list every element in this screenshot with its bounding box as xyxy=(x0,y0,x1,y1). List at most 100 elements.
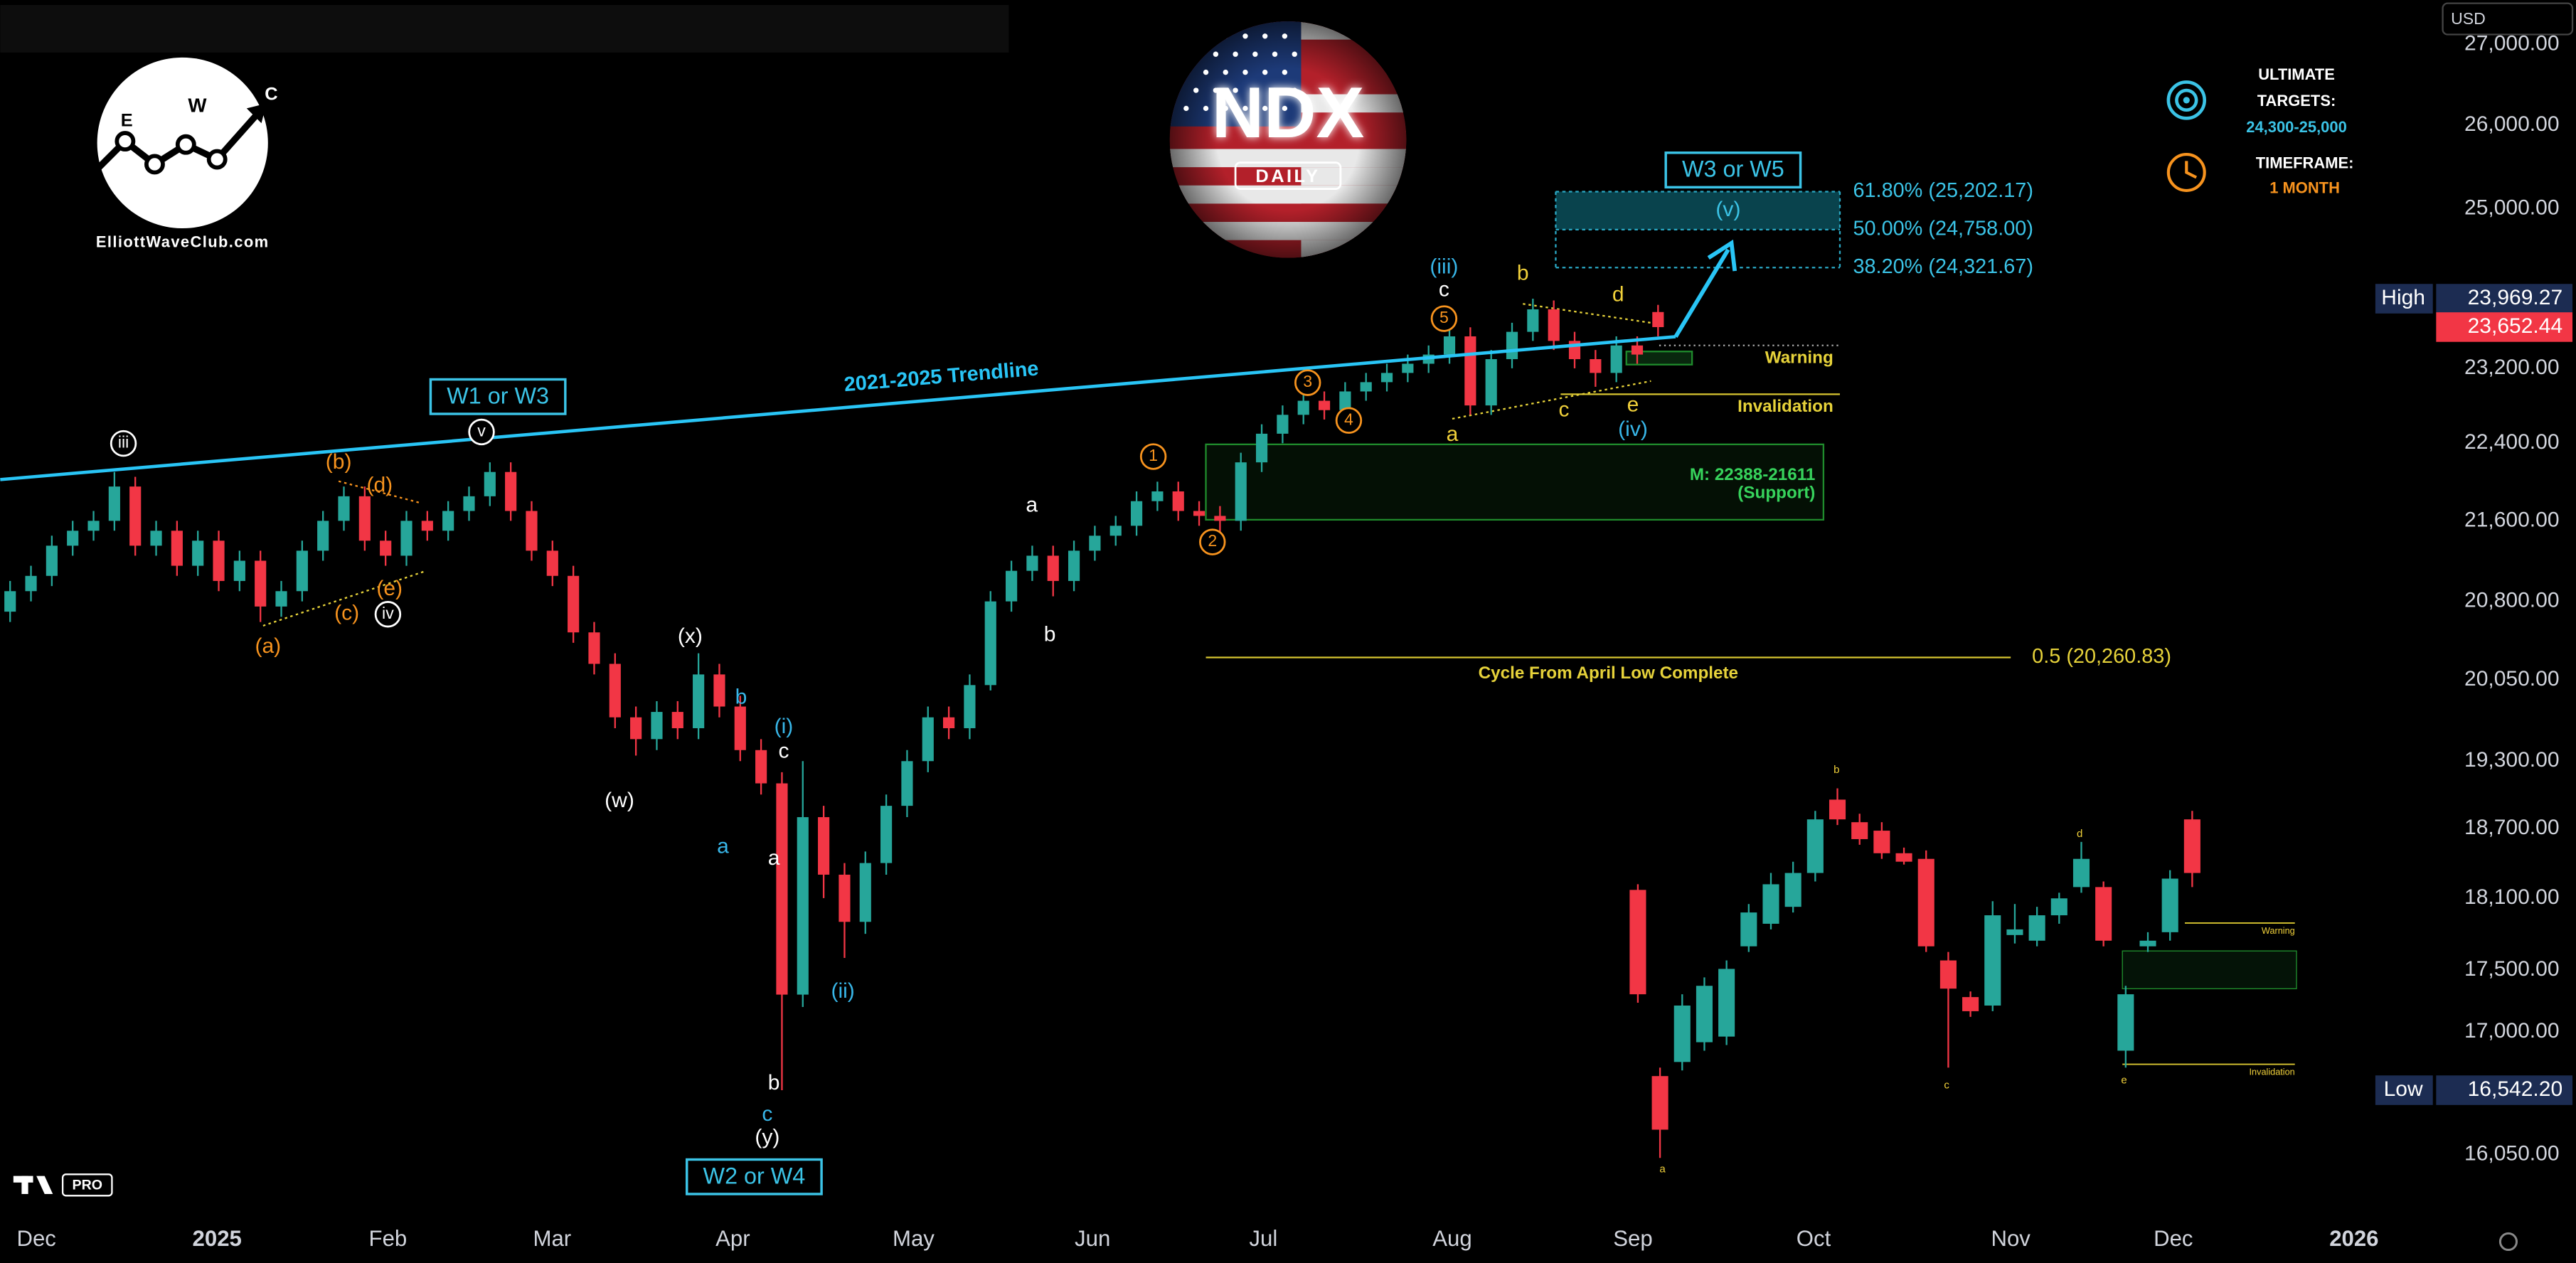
wave-label: iv xyxy=(382,604,394,622)
candle-body xyxy=(526,511,538,551)
candle-body xyxy=(1277,415,1289,434)
fib-label: 61.80% (25,202.17) xyxy=(1853,179,2033,202)
candle-body xyxy=(776,783,788,995)
wave-label: d xyxy=(1612,283,1624,307)
currency[interactable]: USD xyxy=(2451,9,2486,28)
candle-body xyxy=(275,591,287,607)
candle-body xyxy=(1297,400,1309,415)
settings-icon[interactable] xyxy=(2498,1232,2518,1252)
candle-body xyxy=(1762,884,1779,924)
candle-body xyxy=(1652,311,1664,327)
logo-arrow xyxy=(246,103,267,124)
wave-label: (x) xyxy=(678,624,703,648)
candle-body xyxy=(46,545,58,576)
flag-star xyxy=(1262,69,1268,75)
x-tick-label: Dec xyxy=(16,1226,55,1251)
pro-frame xyxy=(61,1173,113,1197)
wave-label: 5 xyxy=(1439,308,1449,326)
x-tick-label: 2026 xyxy=(2329,1226,2378,1251)
x-tick-label: Mar xyxy=(533,1226,572,1251)
wave-label: b xyxy=(735,685,747,708)
trendline xyxy=(0,335,1676,481)
flag-star xyxy=(1282,33,1288,39)
candle-body xyxy=(922,717,934,762)
logo-node xyxy=(206,149,228,170)
candle-body xyxy=(630,717,642,740)
logo-node xyxy=(115,131,136,152)
candle-body xyxy=(713,674,725,707)
wave-label: iii xyxy=(118,433,129,452)
candle-body xyxy=(421,521,433,531)
flag-star xyxy=(1193,87,1199,93)
wave-label: 3 xyxy=(1303,372,1312,390)
candle-body xyxy=(150,531,162,546)
clock-icon xyxy=(2185,161,2198,179)
wave-label: a xyxy=(717,835,729,858)
candle-body xyxy=(609,664,621,718)
candle-body xyxy=(1784,873,1801,907)
y-tick-label: 17,000.00 xyxy=(2464,1019,2560,1043)
wave-circle xyxy=(1430,305,1458,332)
candle-body xyxy=(1673,1005,1691,1062)
candle-body xyxy=(901,761,913,806)
candle-body xyxy=(67,531,79,546)
candle-body xyxy=(1527,309,1539,332)
x-tick-label: Aug xyxy=(1432,1226,1471,1251)
wave-label: 2 xyxy=(1208,531,1217,550)
currency-box[interactable] xyxy=(2442,2,2574,36)
warning-label: Warning xyxy=(1765,348,1833,368)
wave-box-label: W2 or W4 xyxy=(703,1163,806,1188)
wave-circle xyxy=(468,418,495,446)
y-tick-label: 23,200.00 xyxy=(2464,356,2560,379)
candle-body xyxy=(2006,929,2023,935)
candle-body xyxy=(1895,853,1912,862)
wave-circle xyxy=(1335,407,1363,434)
cycle-label: 0.5 (20,260.83) xyxy=(2032,645,2171,668)
badge-frame xyxy=(1234,161,1342,190)
legend-title: TARGETS: xyxy=(2257,92,2336,110)
candle-body xyxy=(171,531,183,566)
candle-body xyxy=(463,496,475,511)
x-tick-label: Oct xyxy=(1797,1226,1831,1251)
candle-body xyxy=(1696,986,1713,1043)
candle-body xyxy=(818,817,830,875)
candle-body xyxy=(2139,940,2156,947)
y-tick-label: 21,600.00 xyxy=(2464,508,2560,531)
candle-body xyxy=(651,712,663,740)
flag-star xyxy=(1242,33,1248,39)
target-wave: (v) xyxy=(1715,198,1740,221)
badge: NDX DAILY xyxy=(1169,21,1407,258)
candle-body xyxy=(442,511,454,531)
price-tag-label-box xyxy=(2375,284,2433,314)
candle-body xyxy=(2072,858,2090,888)
flag-star xyxy=(1252,51,1258,57)
candle-body xyxy=(1109,526,1122,536)
candle-body xyxy=(1464,336,1476,406)
candle-body xyxy=(380,540,392,556)
target-icon xyxy=(2183,97,2190,104)
candle-body xyxy=(296,550,308,592)
wave-label: 4 xyxy=(1344,410,1353,428)
wave-label: (e) xyxy=(376,577,403,600)
inset-wave-label: d xyxy=(2077,828,2082,840)
flag-star xyxy=(1292,87,1297,93)
candle-body xyxy=(1873,831,1890,853)
candle-body xyxy=(1130,501,1143,526)
candle-body xyxy=(755,750,767,784)
badge-timeframe: DAILY xyxy=(1255,166,1320,186)
candle-body xyxy=(1740,912,1757,947)
x-tick-label: Dec xyxy=(2154,1226,2193,1251)
candle-body xyxy=(1651,1076,1668,1130)
candle-body xyxy=(546,550,558,576)
candle-body xyxy=(984,601,996,686)
candle-body xyxy=(880,806,893,863)
candle-body xyxy=(1962,997,1979,1011)
logo-node xyxy=(144,154,165,175)
candle-body xyxy=(2050,898,2067,916)
wave-label: b xyxy=(768,1071,780,1094)
candle-body xyxy=(338,496,350,521)
price-tag-value: 23,652.44 xyxy=(2468,314,2563,338)
wave-label: c xyxy=(778,740,789,763)
fib-label: 38.20% (24,321.67) xyxy=(1853,255,2033,278)
